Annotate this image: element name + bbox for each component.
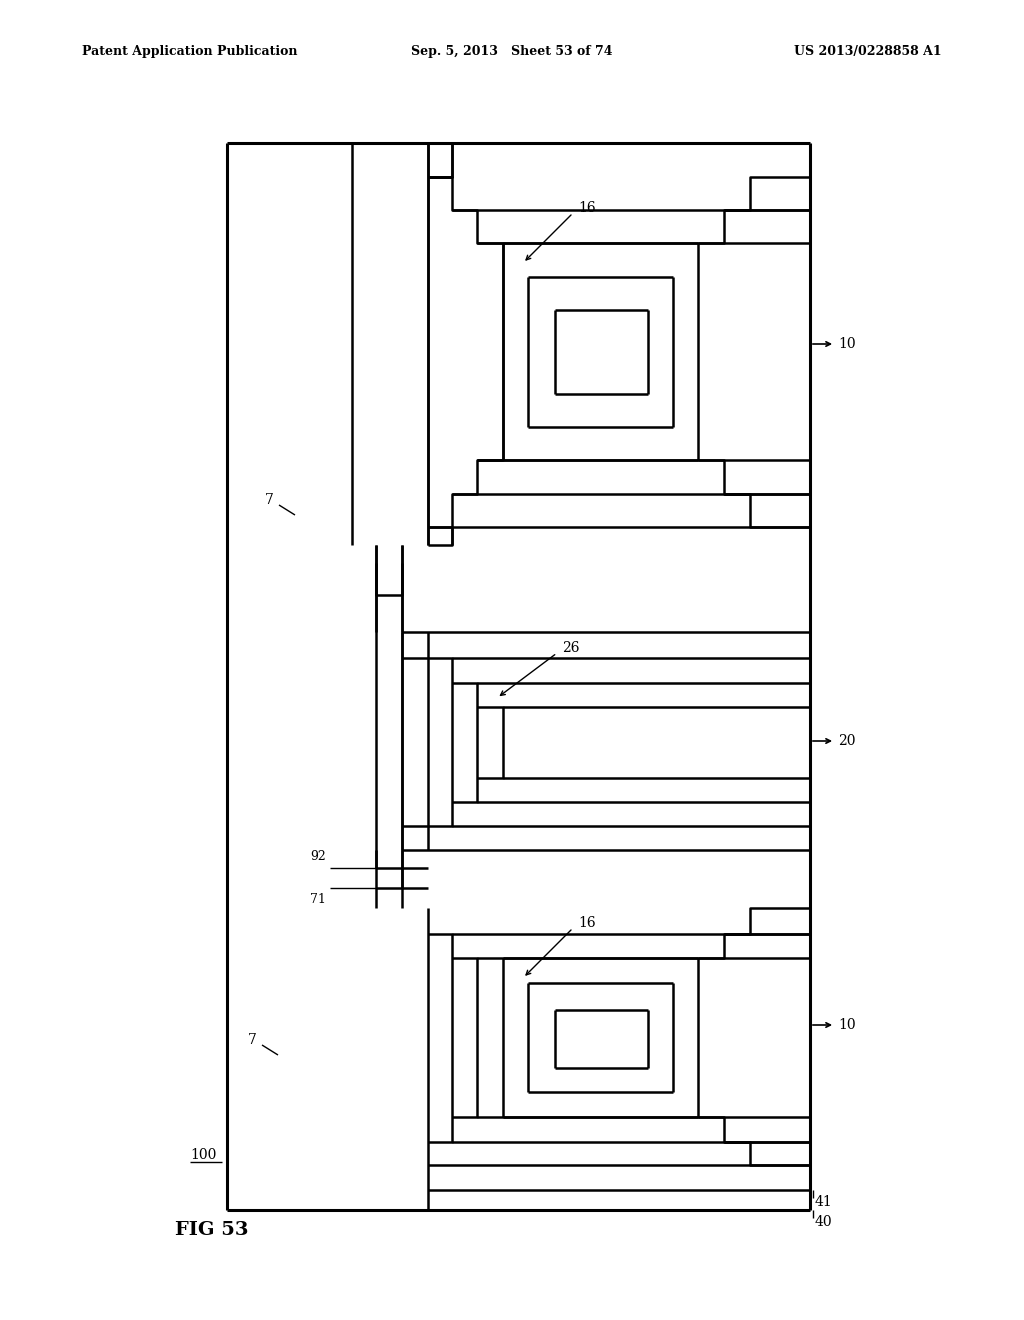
Text: Patent Application Publication: Patent Application Publication	[82, 45, 298, 58]
Text: 41: 41	[815, 1195, 833, 1209]
Text: 10: 10	[838, 1018, 856, 1032]
Text: Sep. 5, 2013   Sheet 53 of 74: Sep. 5, 2013 Sheet 53 of 74	[412, 45, 612, 58]
Text: US 2013/0228858 A1: US 2013/0228858 A1	[795, 45, 942, 58]
Text: 10: 10	[838, 337, 856, 351]
Text: 16: 16	[578, 916, 596, 931]
Text: 7: 7	[265, 492, 273, 507]
Text: 20: 20	[838, 734, 855, 748]
Text: 40: 40	[815, 1214, 833, 1229]
Text: 7: 7	[248, 1034, 257, 1047]
Text: 71: 71	[310, 894, 326, 906]
Text: 26: 26	[562, 642, 580, 655]
Text: 16: 16	[578, 201, 596, 215]
Text: FIG 53: FIG 53	[175, 1221, 249, 1239]
Text: 100: 100	[190, 1148, 216, 1162]
Text: 92: 92	[310, 850, 326, 863]
